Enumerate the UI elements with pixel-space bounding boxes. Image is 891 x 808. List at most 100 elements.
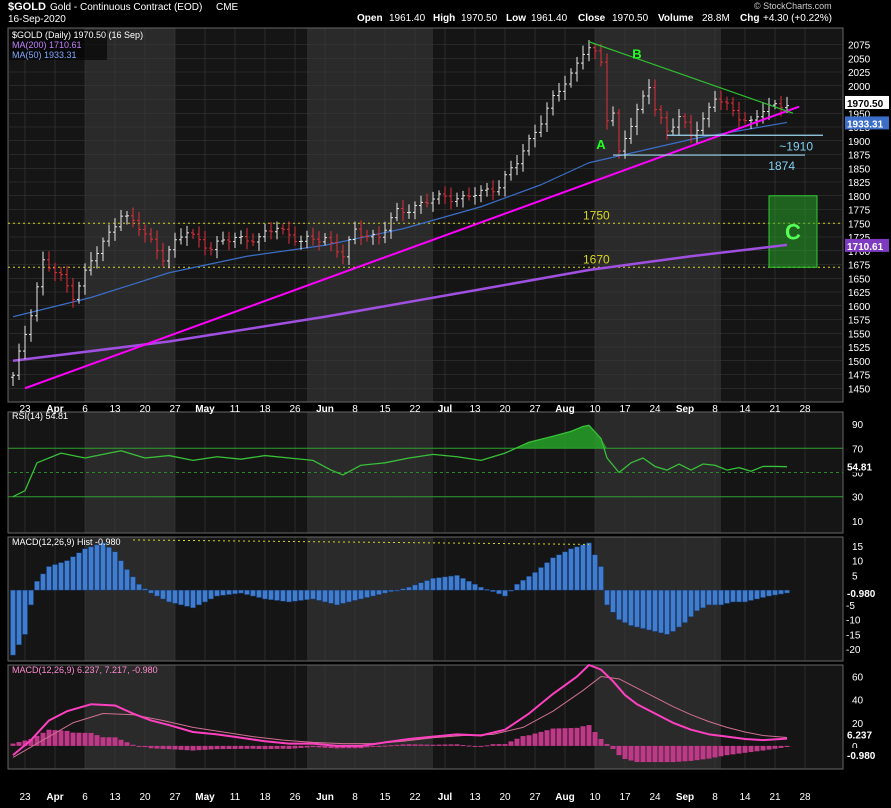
macd-hist2-bar <box>454 744 460 746</box>
macd-hist-bar <box>154 589 160 597</box>
macd-hist-bar <box>88 546 94 591</box>
x-tick-label-bottom: Jun <box>316 792 334 803</box>
volume-value: 28.8M <box>702 13 730 24</box>
macd-hist-bar <box>202 589 208 603</box>
hist-tick-label: 10 <box>852 557 864 568</box>
macd-hist-bar <box>712 589 718 606</box>
price-tick-label: 1950 <box>848 109 871 120</box>
x-tick-label-top: 24 <box>649 404 661 415</box>
x-tick-label-bottom: 27 <box>529 792 541 803</box>
x-tick-label-bottom: 17 <box>619 792 631 803</box>
x-tick-label-bottom: 22 <box>409 792 421 803</box>
macd-hist-bar <box>424 580 430 591</box>
macd-hist-bar <box>292 589 298 602</box>
macd-hist2-bar <box>394 744 400 746</box>
macd-panel-border <box>7 664 844 770</box>
macd-hist-bar <box>280 589 286 602</box>
price-month-shade <box>307 28 433 402</box>
hist-title: MACD(12,26,9) Hist -0.980 <box>12 537 121 547</box>
price-tick-label: 2025 <box>848 68 871 79</box>
macd-hist2-bar <box>184 745 190 751</box>
price-tick-label: 1700 <box>848 247 871 258</box>
hist-tick-label: -20 <box>846 645 861 656</box>
macd-hist-bar <box>400 588 406 591</box>
macd-hist2-bar <box>58 730 64 746</box>
macd-line <box>12 664 788 756</box>
macd-hist2-bar <box>502 744 508 746</box>
macd-hist-bar <box>556 554 562 591</box>
rsi-tick-label: 10 <box>852 517 864 528</box>
exchange: CME <box>216 2 239 13</box>
macd-hist-bar <box>46 566 52 591</box>
macd-hist2-bar <box>652 745 658 763</box>
hist-tick-label: -5 <box>846 601 855 612</box>
ma50-value-label-box <box>845 116 889 130</box>
macd-hist2-bar <box>694 745 700 761</box>
level-label: 1670 <box>583 252 610 266</box>
chg-label: Chg <box>740 13 759 24</box>
price-panel-border <box>7 27 844 403</box>
legend-ma50: MA(50) 1933.31 <box>12 50 77 60</box>
ma200-value-label-box <box>845 238 889 252</box>
macd-hist-bar <box>316 589 322 601</box>
macd-hist-bar <box>508 589 514 592</box>
x-tick-label-top: 8 <box>352 404 358 415</box>
macd-hist2-bar <box>34 735 40 746</box>
x-tick-label-bottom: 11 <box>230 792 241 803</box>
macd-hist-bar <box>148 589 154 594</box>
macd-hist2-bar <box>298 745 304 748</box>
rsi-value-label-box <box>845 459 889 473</box>
macd-hist2-bar <box>658 745 664 763</box>
rsi-tick-label: 50 <box>852 469 864 480</box>
price-tick-label: 1475 <box>848 371 871 382</box>
price-tick-label: 2000 <box>848 82 871 93</box>
macd-hist-bar <box>352 589 358 601</box>
symbol: $GOLD <box>8 1 46 13</box>
macd-hist2-bar <box>760 745 766 751</box>
price-tick-label: 1650 <box>848 274 871 285</box>
macd-hist2-bar <box>466 745 472 747</box>
macd-hist2-bar <box>484 745 490 747</box>
macd-hist2-bar <box>724 745 730 756</box>
x-tick-label-top: 23 <box>19 404 31 415</box>
macd-hist2-bar <box>286 745 292 749</box>
x-tick-label-bottom: 8 <box>352 792 358 803</box>
volume-label: Volume <box>658 13 694 24</box>
macd-hist2-bar <box>736 745 742 754</box>
macd-hist-bar <box>670 589 676 632</box>
macd-hist2-bar <box>580 726 586 746</box>
macd-hist2-bar <box>166 745 172 750</box>
macd-hist-bar <box>358 589 364 600</box>
macd-hist-bar <box>160 589 166 600</box>
x-tick-label-bottom: Jul <box>438 792 453 803</box>
macd-hist2-bar <box>628 745 634 761</box>
macd-hist2-bar <box>328 745 334 749</box>
price-tick-label: 2075 <box>848 41 871 52</box>
macd-hist-bar <box>532 572 538 591</box>
macd-hist-bar <box>328 589 334 604</box>
x-tick-label-bottom: 15 <box>379 792 391 803</box>
macd-hist-bar <box>346 589 352 603</box>
x-tick-label-bottom: 20 <box>139 792 151 803</box>
macd-hist2-bar <box>556 728 562 746</box>
macd-hist2-bar <box>274 745 280 749</box>
macd-hist2-bar <box>622 745 628 759</box>
price-tick-label: 1750 <box>848 219 871 230</box>
price-tick-label: 1900 <box>848 137 871 148</box>
macd-hist-bar <box>496 589 502 595</box>
macd-hist-bar <box>106 547 112 591</box>
x-tick-label-top: 27 <box>169 404 181 415</box>
macd-hist-bar <box>286 589 292 603</box>
macd-hist-bar <box>658 589 664 634</box>
macd-hist2-bar <box>172 745 178 750</box>
macd-hist2-bar <box>526 735 532 746</box>
wave-label: B <box>632 46 641 61</box>
macd-hist-bar <box>274 589 280 601</box>
macd-hist-bar <box>544 562 550 591</box>
x-tick-label-bottom: Sep <box>676 792 694 803</box>
macd-hist2-bar <box>70 732 76 746</box>
x-tick-label-bottom: 10 <box>589 792 601 803</box>
macd-hist2-bar <box>142 745 148 748</box>
macd-hist-bar <box>40 573 46 591</box>
macd-hist-bar <box>418 582 424 591</box>
